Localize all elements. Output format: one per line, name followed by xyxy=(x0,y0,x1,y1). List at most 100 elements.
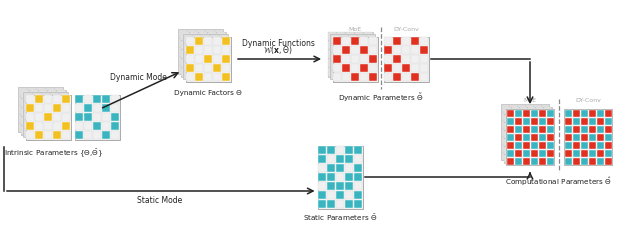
Bar xyxy=(528,155,535,162)
Bar xyxy=(42,129,49,137)
Bar xyxy=(337,42,345,50)
Bar xyxy=(339,35,348,43)
Bar xyxy=(534,129,541,136)
Bar xyxy=(420,47,428,55)
Bar xyxy=(19,88,26,96)
Bar xyxy=(420,38,428,46)
Bar xyxy=(328,33,336,41)
Bar xyxy=(605,158,611,165)
Bar xyxy=(522,158,529,165)
Bar xyxy=(186,47,194,55)
Bar xyxy=(220,53,227,61)
Bar xyxy=(211,35,218,43)
Bar xyxy=(525,105,532,112)
Bar xyxy=(24,129,31,137)
Bar xyxy=(44,122,52,131)
Bar xyxy=(573,150,579,157)
Bar xyxy=(518,105,525,112)
Bar xyxy=(222,47,230,55)
Bar xyxy=(188,66,195,74)
Bar xyxy=(342,38,350,46)
Bar xyxy=(337,51,345,59)
Bar xyxy=(220,35,227,43)
Bar xyxy=(512,108,519,115)
Bar xyxy=(342,65,350,73)
Bar xyxy=(211,62,218,70)
Bar xyxy=(318,173,326,181)
Bar xyxy=(506,150,513,157)
Bar xyxy=(199,42,207,50)
Bar xyxy=(384,74,392,82)
Bar xyxy=(525,137,532,144)
Bar xyxy=(337,33,345,41)
Bar xyxy=(188,39,195,47)
Bar xyxy=(518,145,525,152)
Bar xyxy=(345,173,353,181)
Bar xyxy=(220,62,227,70)
Bar xyxy=(317,146,362,209)
Bar xyxy=(178,30,223,75)
Bar xyxy=(506,134,513,141)
Bar xyxy=(190,42,198,50)
Text: Static Parameters $\bar{\Theta}$: Static Parameters $\bar{\Theta}$ xyxy=(303,212,377,222)
Bar xyxy=(33,93,40,101)
Bar xyxy=(39,109,47,116)
Bar xyxy=(509,129,516,136)
Bar xyxy=(28,97,35,105)
Bar xyxy=(345,200,353,208)
Bar xyxy=(589,134,595,141)
Bar xyxy=(536,116,543,122)
Bar xyxy=(179,66,186,74)
Bar xyxy=(525,153,532,160)
Bar xyxy=(564,110,572,117)
Bar xyxy=(536,155,543,162)
Bar xyxy=(534,145,541,152)
Bar xyxy=(217,69,225,77)
Bar xyxy=(515,134,522,141)
Bar xyxy=(547,126,554,133)
Bar xyxy=(214,66,223,74)
Bar xyxy=(333,74,341,82)
Bar xyxy=(534,105,541,112)
Bar xyxy=(536,108,543,115)
Bar xyxy=(195,74,203,82)
Bar xyxy=(351,47,359,55)
Bar xyxy=(520,108,527,115)
Bar xyxy=(196,30,205,38)
Bar xyxy=(336,146,344,154)
Bar xyxy=(327,173,335,181)
Bar xyxy=(222,74,230,82)
Bar xyxy=(515,150,522,157)
Bar xyxy=(564,126,572,133)
Bar xyxy=(538,150,545,157)
Bar xyxy=(501,105,549,160)
Bar xyxy=(518,129,525,136)
Bar xyxy=(509,153,516,160)
Bar xyxy=(35,113,43,122)
Bar xyxy=(48,118,56,125)
Bar xyxy=(184,53,191,61)
Bar xyxy=(336,155,344,163)
Bar xyxy=(504,108,511,115)
Bar xyxy=(179,57,186,65)
Bar xyxy=(186,38,194,46)
Bar xyxy=(204,65,212,73)
Bar xyxy=(202,35,209,43)
Bar xyxy=(181,51,189,59)
Text: Computational Parameters $\hat{\Theta}$: Computational Parameters $\hat{\Theta}$ xyxy=(506,175,612,188)
Bar xyxy=(62,113,70,122)
Bar xyxy=(327,191,335,199)
Bar xyxy=(36,115,45,123)
Bar xyxy=(35,96,43,103)
Bar xyxy=(53,96,61,103)
Bar xyxy=(211,71,218,79)
Bar xyxy=(53,131,61,139)
Bar xyxy=(337,69,345,77)
Bar xyxy=(544,123,551,131)
Bar xyxy=(596,110,604,117)
Bar xyxy=(75,131,83,139)
Bar xyxy=(541,113,548,120)
Bar xyxy=(21,118,29,125)
Bar xyxy=(605,142,611,149)
Bar xyxy=(186,37,230,82)
